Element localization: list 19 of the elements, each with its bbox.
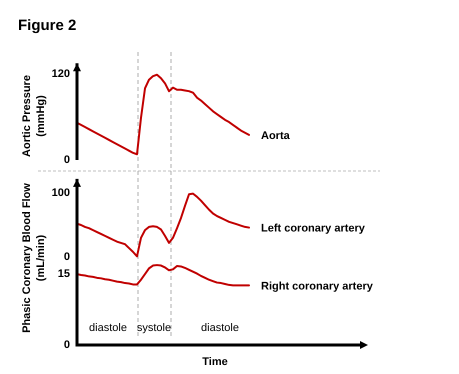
- annotation: diastole: [89, 322, 127, 334]
- y-axis-title: Phasic Coronary Blood Flow (mL/min): [21, 182, 47, 333]
- series-label: Left coronary artery: [261, 222, 366, 235]
- y-tick-label: 0: [64, 154, 70, 166]
- series-label: Right coronary artery: [261, 280, 374, 292]
- series-label: Aorta: [261, 130, 291, 142]
- line-series: [76, 192, 250, 258]
- line-series: [76, 74, 250, 156]
- y-tick-label: 120: [52, 68, 70, 80]
- annotation: systole: [136, 322, 172, 334]
- y-axis-title: Aortic Pressure (mmHg): [21, 75, 47, 157]
- line-series: [76, 264, 250, 286]
- x-axis-title: Time: [202, 356, 228, 368]
- chart-title: Figure 2: [18, 17, 76, 34]
- y-tick-label: 100: [52, 187, 70, 199]
- y-tick-label: 0: [64, 339, 70, 351]
- annotation: diastole: [201, 322, 239, 334]
- y-tick-label: 15: [58, 268, 70, 280]
- y-tick-label: 0: [64, 251, 70, 263]
